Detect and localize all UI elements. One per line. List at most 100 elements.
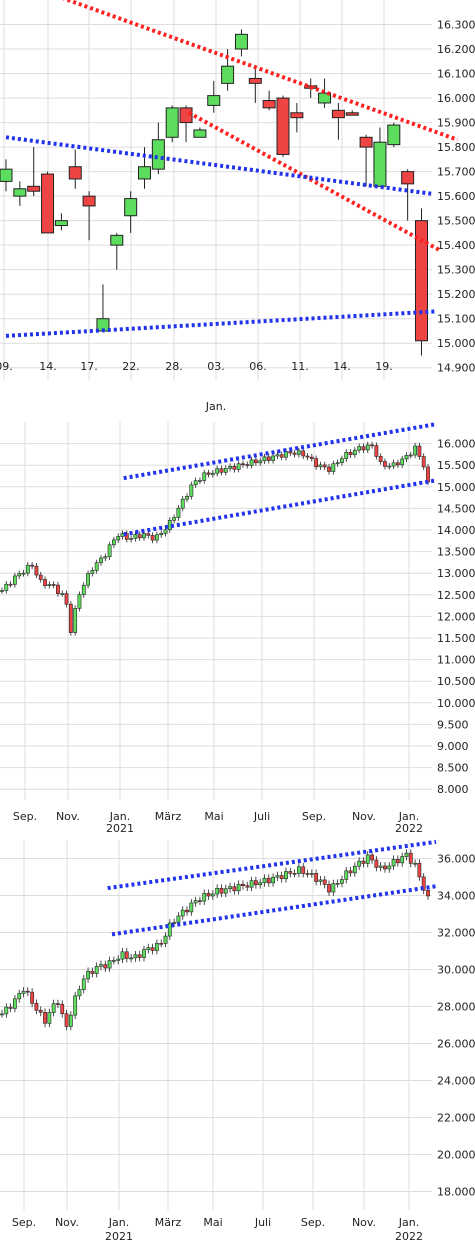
candle	[335, 882, 340, 885]
candle	[51, 1003, 56, 1013]
x-tick-label: Juli	[254, 1216, 271, 1229]
candle	[331, 883, 336, 893]
candle	[314, 458, 319, 468]
x-tick-label: Jan.	[109, 810, 130, 823]
candle	[258, 460, 263, 464]
candle	[207, 95, 221, 106]
x-tick-label: Nov.	[352, 810, 376, 823]
candle	[344, 870, 349, 880]
candle	[73, 608, 78, 633]
x-tick-label: 17.	[80, 360, 98, 373]
candle	[150, 947, 155, 951]
y-tick-label: 36.000	[437, 853, 475, 866]
candle	[137, 534, 142, 539]
candle	[137, 954, 142, 958]
candle	[43, 579, 47, 586]
candle	[133, 534, 138, 539]
candle	[0, 590, 4, 592]
y-tick-label: 14.000	[437, 524, 475, 537]
candle	[86, 971, 90, 980]
y-tick-label: 10.000	[437, 697, 475, 710]
candle	[142, 533, 146, 539]
candle	[241, 883, 245, 887]
candle	[8, 1006, 13, 1009]
candle	[395, 859, 400, 864]
candle	[198, 900, 202, 902]
candle	[340, 458, 344, 463]
candle	[146, 947, 151, 950]
candle	[43, 1012, 47, 1024]
candle	[241, 463, 245, 466]
candle	[111, 960, 116, 962]
y-tick-label: 16.000	[437, 438, 475, 451]
candle	[34, 565, 39, 576]
x-tick-label: Jan.	[398, 1216, 419, 1229]
y-tick-label: 11.500	[437, 632, 475, 645]
candle	[163, 935, 168, 944]
candle	[172, 517, 177, 521]
chart-panel-1: 16.300 16.200 16.100 16.000 15.900 15.800 15.7…	[0, 0, 475, 413]
candle	[133, 954, 138, 959]
candle	[305, 455, 310, 458]
y-tick-label: 16.300	[437, 19, 475, 32]
candle	[413, 445, 417, 456]
candle	[27, 185, 41, 192]
candle	[361, 446, 366, 451]
x-tick-label: 22.	[122, 360, 140, 373]
y-tick-label: 12.500	[437, 589, 475, 602]
candle	[13, 998, 17, 1009]
candle	[383, 865, 387, 870]
x-tick-sublabel: Jan.	[205, 400, 226, 413]
candle	[120, 951, 125, 960]
candle	[38, 574, 43, 580]
trendline	[5, 309, 437, 338]
candle	[4, 1006, 9, 1015]
candle	[99, 964, 103, 967]
trendline	[111, 884, 437, 937]
candle	[374, 859, 379, 868]
candle	[185, 496, 189, 500]
candle	[99, 557, 103, 564]
candle	[34, 1002, 39, 1011]
candle	[193, 480, 198, 486]
y-tick-label: 10.500	[437, 675, 475, 688]
candle	[151, 139, 165, 170]
candle	[138, 166, 151, 180]
y-tick-label: 8.500	[437, 762, 469, 775]
candle	[82, 195, 96, 207]
y-tick-label: 15.600	[437, 190, 475, 203]
candle	[357, 446, 362, 451]
candle	[348, 451, 353, 456]
candle	[357, 860, 362, 867]
candle	[331, 109, 345, 119]
x-tick-label: Nov.	[55, 1216, 79, 1229]
y-tick-label: 15.500	[437, 459, 475, 472]
x-tick-label: Juli	[253, 810, 270, 823]
candle	[391, 859, 396, 867]
candle	[245, 464, 250, 466]
y-tick-label: 15.500	[437, 215, 475, 228]
candle	[248, 77, 262, 84]
candle	[51, 584, 56, 586]
candle	[30, 991, 35, 1004]
candle	[0, 1013, 4, 1016]
trendline	[123, 478, 437, 537]
candle	[38, 1009, 43, 1013]
candle	[202, 893, 207, 902]
candle	[21, 990, 26, 994]
y-tick-label: 11.000	[437, 654, 475, 667]
candle	[408, 852, 413, 864]
candle	[25, 564, 30, 574]
candle	[352, 865, 357, 874]
candle	[318, 92, 332, 104]
x-tick-label: Jan.	[108, 1216, 129, 1229]
y-tick-label: 22.000	[437, 1112, 475, 1125]
candle	[232, 886, 237, 892]
candle	[275, 454, 280, 457]
candle	[348, 870, 353, 874]
candle	[110, 234, 124, 246]
candle	[81, 978, 86, 990]
x-tick-label: Jan.	[398, 810, 419, 823]
candle	[179, 107, 193, 124]
